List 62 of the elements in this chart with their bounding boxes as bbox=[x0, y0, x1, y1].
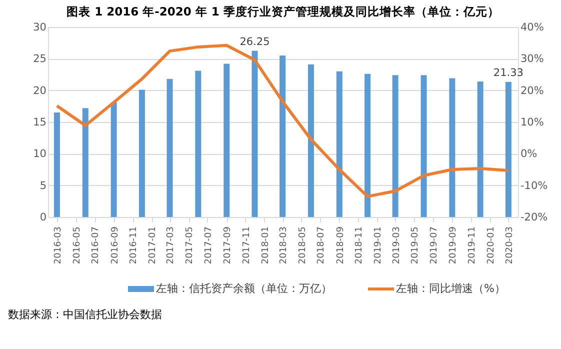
bar bbox=[477, 81, 484, 217]
x-tick-label: 2017-09 bbox=[223, 226, 234, 264]
bar bbox=[166, 78, 173, 217]
y2-tick-label: 40% bbox=[520, 22, 544, 34]
bar bbox=[420, 75, 427, 217]
y-tick-label: 30 bbox=[33, 22, 46, 34]
x-tick-label: 2017-07 bbox=[204, 226, 214, 264]
bar bbox=[280, 56, 286, 217]
x-tick-label: 2016-09 bbox=[110, 226, 120, 264]
bar bbox=[449, 78, 456, 217]
x-tick-label: 2018-11 bbox=[354, 226, 365, 264]
x-tick-label: 2016-11 bbox=[129, 226, 140, 264]
bar bbox=[110, 102, 117, 217]
x-tick-label: 2019-09 bbox=[448, 226, 459, 264]
legend-label: 左轴：信托资产余额（单位：万亿） bbox=[156, 282, 332, 295]
chart-title: 图表 1 2016 年-2020 年 1 季度行业资产管理规模及同比增长率（单位：亿元） bbox=[66, 4, 500, 18]
y-tick-label: 15 bbox=[33, 116, 46, 128]
x-tick-label: 2018-09 bbox=[336, 226, 346, 264]
bar bbox=[224, 64, 230, 217]
x-tick-label: 2016-05 bbox=[72, 226, 82, 264]
x-tick-label: 2018-07 bbox=[316, 226, 327, 264]
x-tick-label: 2019-05 bbox=[410, 226, 421, 264]
x-tick-label: 2019-07 bbox=[430, 226, 440, 264]
x-tick-label: 2019-03 bbox=[392, 226, 402, 264]
bar bbox=[336, 71, 342, 217]
y2-tick-label: 30% bbox=[520, 53, 544, 66]
data-label: 21.33 bbox=[493, 66, 524, 79]
x-tick-label: 2019-11 bbox=[468, 226, 478, 264]
x-tick-label: 2017-01 bbox=[148, 226, 158, 264]
y-tick-label: 10 bbox=[33, 148, 46, 160]
y-tick-label: 0 bbox=[40, 212, 46, 224]
x-tick-label: 2017-11 bbox=[242, 226, 252, 264]
x-tick-label: 2018-03 bbox=[279, 226, 290, 264]
bar bbox=[138, 90, 145, 217]
y2-tick-label: -10% bbox=[520, 180, 548, 192]
bar bbox=[54, 112, 60, 217]
bar bbox=[195, 70, 202, 217]
y-tick-label: 5 bbox=[40, 180, 46, 192]
y2-tick-label: -20% bbox=[520, 212, 548, 224]
x-tick-label: 2017-03 bbox=[166, 226, 176, 264]
x-tick-label: 2016-07 bbox=[91, 226, 102, 264]
bar bbox=[308, 64, 314, 217]
bar bbox=[252, 50, 258, 217]
y2-tick-label: 20% bbox=[520, 84, 544, 97]
data-label: 26.25 bbox=[240, 36, 270, 48]
legend-label: 左轴：同比增速（%） bbox=[396, 282, 506, 295]
bar bbox=[364, 74, 371, 217]
x-tick-label: 2020-03 bbox=[504, 226, 515, 264]
x-tick-label: 2017-05 bbox=[185, 226, 196, 264]
x-tick-label: 2018-01 bbox=[260, 226, 271, 264]
bar bbox=[505, 82, 512, 217]
y2-tick-label: 10% bbox=[520, 116, 544, 128]
source-note: 数据来源：中国信托业协会数据 bbox=[8, 308, 162, 321]
bar bbox=[82, 108, 88, 217]
bar bbox=[392, 75, 398, 217]
x-tick-label: 2020-01 bbox=[486, 226, 496, 264]
x-tick-label: 2016-03 bbox=[53, 226, 64, 264]
y-tick-label: 20 bbox=[33, 84, 46, 97]
x-tick-label: 2019-01 bbox=[374, 226, 384, 264]
y2-tick-label: 0% bbox=[520, 148, 538, 160]
x-tick-label: 2018-05 bbox=[298, 226, 308, 264]
y-tick-label: 25 bbox=[33, 53, 46, 66]
